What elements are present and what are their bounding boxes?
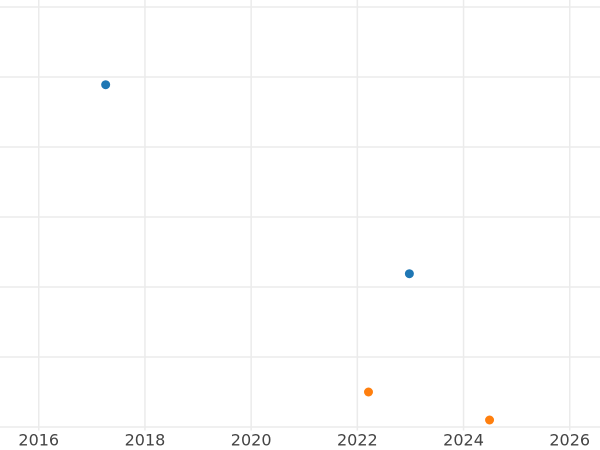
x-tick-label: 2018 — [125, 431, 166, 450]
point — [404, 269, 414, 279]
x-tick-label: 2026 — [549, 431, 590, 450]
x-tick-label: 2024 — [443, 431, 484, 450]
x-tick-label: 2020 — [231, 431, 272, 450]
point — [101, 80, 111, 90]
x-tick-label: 2016 — [18, 431, 59, 450]
x-tick-label: 2022 — [337, 431, 378, 450]
point — [485, 415, 495, 425]
point — [363, 387, 373, 397]
